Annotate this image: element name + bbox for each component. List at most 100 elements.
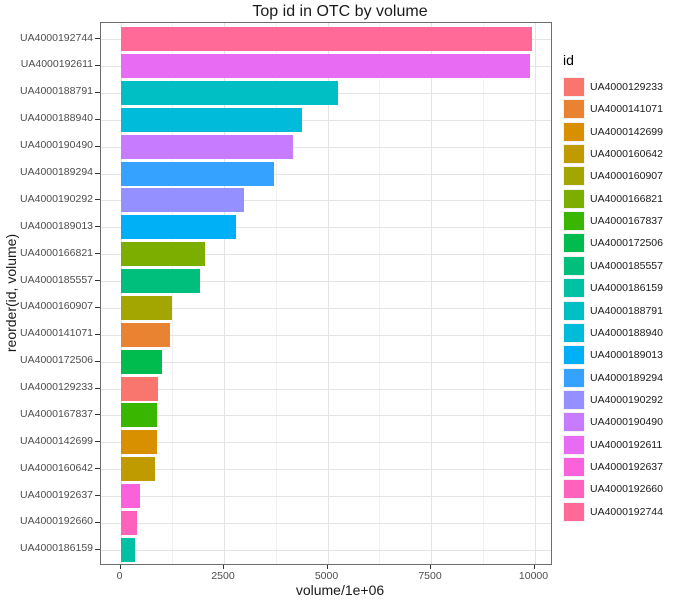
gridline-minor <box>482 23 484 564</box>
plot-panel <box>100 22 552 565</box>
gridline-major <box>224 23 225 564</box>
bar-UA4000185557 <box>120 269 200 294</box>
y-tick-label: UA4000189013 <box>20 219 93 232</box>
y-tick-mark <box>95 280 100 282</box>
y-tick-mark <box>95 306 100 308</box>
legend-swatch <box>563 77 585 97</box>
legend-swatch <box>563 412 585 433</box>
bar-UA4000189294 <box>120 161 275 186</box>
legend-entry-label: UA4000129233 <box>590 81 663 93</box>
legend-entry-label: UA4000188791 <box>590 304 663 317</box>
bar-UA4000160642 <box>120 457 155 482</box>
bar-UA4000186159 <box>120 537 135 562</box>
legend-entry-label: UA4000185557 <box>590 259 663 272</box>
gridline-row <box>101 307 551 309</box>
legend-entry-label: UA4000189294 <box>590 371 663 384</box>
y-tick-mark <box>95 118 100 120</box>
gridline-row <box>101 496 551 498</box>
x-tick-label: 2500 <box>211 570 235 582</box>
legend-swatch <box>563 255 585 276</box>
gridline-row <box>101 281 551 283</box>
y-tick-mark <box>95 468 100 470</box>
legend-swatch <box>563 121 585 142</box>
bar-UA4000129233 <box>120 376 159 401</box>
y-tick-label: UA4000192744 <box>20 31 93 44</box>
bar-UA4000192744 <box>120 27 532 52</box>
bar-UA4000190490 <box>120 134 294 159</box>
gridline-major <box>431 23 432 564</box>
y-tick-mark <box>95 199 100 201</box>
legend-swatch <box>563 278 585 299</box>
legend-entry-label: UA4000192637 <box>590 460 663 473</box>
gridline-row <box>101 442 551 444</box>
y-tick-label: UA4000142699 <box>20 434 93 447</box>
gridline-row <box>101 522 551 524</box>
gridline-major <box>534 23 536 564</box>
legend-swatch <box>563 367 585 388</box>
legend-swatch <box>563 233 585 254</box>
x-tick-mark <box>223 565 224 569</box>
bar-UA4000166821 <box>120 242 205 267</box>
y-tick-label: UA4000192611 <box>20 58 93 71</box>
x-tick-label: 0 <box>116 570 123 582</box>
legend-swatch <box>563 456 585 477</box>
gridline-row <box>101 254 551 256</box>
y-tick-label: UA4000189294 <box>20 166 93 178</box>
gridline-minor <box>275 23 277 564</box>
y-tick-mark <box>95 91 100 93</box>
bar-UA4000190292 <box>120 188 244 213</box>
legend-swatch <box>563 479 585 500</box>
gridline-row <box>101 334 551 336</box>
legend-entry-label: UA4000192611 <box>590 438 663 451</box>
gridline-row <box>101 388 551 390</box>
legend-entry-label: UA4000166821 <box>590 192 663 205</box>
bar-UA4000141071 <box>120 322 171 347</box>
y-tick-mark <box>95 441 100 443</box>
legend-entry-label: UA4000189013 <box>590 349 663 362</box>
y-tick-label: UA4000160907 <box>20 300 93 313</box>
gridline-row <box>101 200 551 202</box>
y-tick-label: UA4000190490 <box>20 139 93 152</box>
legend-entry-label: UA4000172506 <box>590 237 663 250</box>
legend-swatch <box>563 211 585 232</box>
gridline-minor <box>379 23 381 564</box>
x-tick-label: 10000 <box>518 570 549 582</box>
bar-UA4000192611 <box>120 53 531 78</box>
legend-entry-label: UA4000190490 <box>590 416 663 429</box>
legend-swatch <box>563 322 585 343</box>
legend-entry-label: UA4000188940 <box>590 326 663 339</box>
gridline-row <box>101 469 551 471</box>
bar-UA4000189013 <box>120 215 236 240</box>
y-tick-mark <box>95 360 100 362</box>
y-tick-mark <box>95 253 100 255</box>
legend-entry-label: UA4000160642 <box>590 148 663 161</box>
legend-entry-label: UA4000192660 <box>590 483 663 496</box>
gridline-row <box>101 119 551 121</box>
gridline-row <box>101 549 551 551</box>
y-tick-label: UA4000185557 <box>20 273 93 286</box>
legend-swatch <box>563 300 585 321</box>
gridline-row <box>101 415 551 417</box>
y-tick-mark <box>95 64 100 66</box>
y-tick-mark <box>95 414 100 416</box>
legend-swatch <box>563 389 585 410</box>
x-axis-title: volume/1e+06 <box>295 582 385 598</box>
y-tick-mark <box>95 226 100 228</box>
legend-swatch <box>563 345 585 366</box>
y-tick-label: UA4000188791 <box>20 85 93 98</box>
legend-entry-label: UA4000141071 <box>590 103 663 116</box>
y-tick-label: UA4000186159 <box>20 542 93 555</box>
x-tick-mark <box>326 565 328 569</box>
gridline-major <box>327 23 329 564</box>
y-tick-label: UA4000192637 <box>20 488 93 501</box>
y-tick-label: UA4000141071 <box>20 327 93 340</box>
y-tick-mark <box>95 145 100 147</box>
gridline-row <box>101 361 551 363</box>
x-tick-label: 5000 <box>314 570 339 582</box>
bar-UA4000192660 <box>120 510 138 535</box>
x-tick-mark <box>533 565 535 569</box>
gridline-row <box>101 227 551 229</box>
y-tick-label: UA4000160642 <box>20 461 93 474</box>
y-tick-label: UA4000192660 <box>20 515 93 528</box>
y-tick-mark <box>95 495 100 497</box>
